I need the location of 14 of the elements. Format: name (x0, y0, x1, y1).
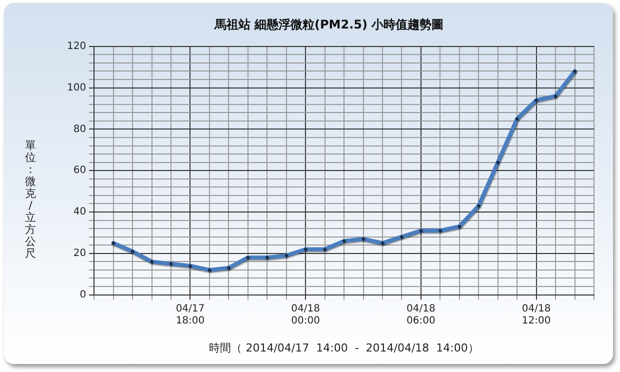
y-tick-label: 120 (66, 40, 86, 52)
x-axis-title: 時間（ 2014/04/17 14:00 - 2014/04/18 14:00） (209, 341, 479, 354)
x-tick-label: 04/18 00:00 (291, 303, 320, 326)
x-tick-label: 04/17 18:00 (176, 303, 205, 326)
y-tick-label: 100 (66, 82, 86, 94)
chart-title: 馬祖站 細懸浮微粒(PM2.5) 小時值趨勢圖 (213, 17, 444, 32)
text: 單位：微克/立方公尺 (25, 139, 36, 260)
y-tick-label: 20 (73, 248, 86, 259)
y-tick-label: 60 (73, 165, 86, 176)
y-tick-label: 40 (73, 206, 86, 218)
y-tick-label: 0 (80, 289, 86, 300)
y-tick-label: 80 (73, 124, 86, 135)
x-tick-label: 04/18 06:00 (406, 303, 436, 326)
x-tick-label: 04/18 12:00 (522, 303, 551, 326)
